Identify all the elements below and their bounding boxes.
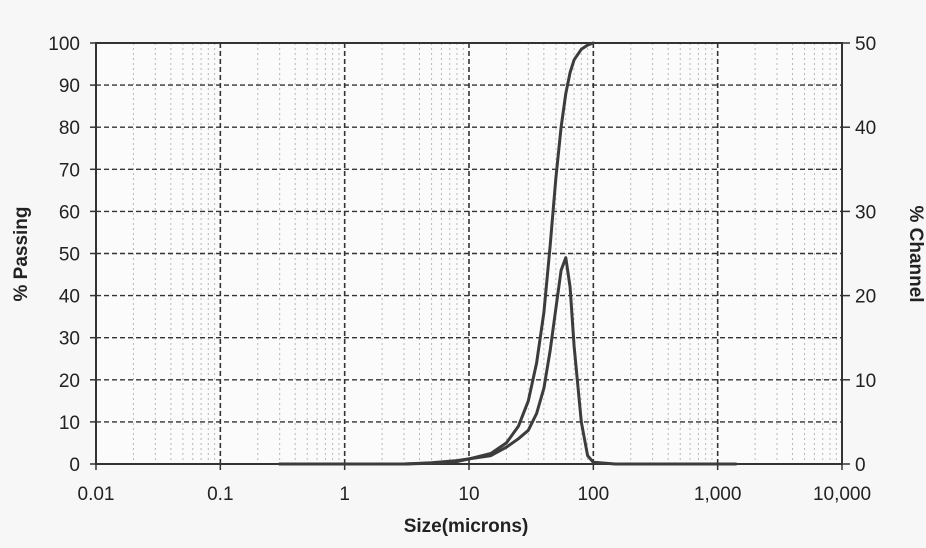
series-line-channel — [278, 256, 738, 466]
y-right-tick-label: 20 — [855, 287, 876, 308]
y-left-tick-label: 80 — [59, 118, 80, 139]
x-tick-label: 0.01 — [78, 484, 115, 505]
y-axis-left-title: % Passing — [11, 206, 32, 301]
y-left-tick-label: 20 — [59, 371, 80, 392]
y-left-tick-label: 60 — [59, 202, 80, 223]
y-left-tick-label: 90 — [59, 76, 80, 97]
y-right-tick-label: 40 — [855, 118, 876, 139]
y-left-tick-label: 10 — [59, 413, 80, 434]
x-tick-label: 1,000 — [694, 484, 742, 505]
y-right-tick-label: 0 — [855, 455, 866, 476]
y-left-tick-label: 100 — [48, 34, 80, 55]
x-tick-label: 10,000 — [813, 484, 871, 505]
y-right-tick-label: 10 — [855, 371, 876, 392]
y-right-tick-label: 30 — [855, 202, 876, 223]
x-tick-label: 10 — [458, 484, 479, 505]
y-left-tick-label: 0 — [69, 455, 80, 476]
y-axis-right-title: % Channel — [905, 205, 926, 302]
x-axis-title: Size(microns) — [404, 516, 529, 537]
y-left-tick-label: 50 — [59, 245, 80, 266]
x-tick-label: 100 — [577, 484, 609, 505]
grid-layer — [95, 42, 843, 465]
y-left-tick-label: 40 — [59, 287, 80, 308]
y-left-tick-label: 70 — [59, 160, 80, 181]
x-tick-label: 0.1 — [207, 484, 233, 505]
y-left-tick-label: 30 — [59, 329, 80, 350]
tick-layer: 0.01 0.1 1 10 100 1,000 10,0000102030405060708… — [48, 34, 876, 505]
series-layer — [278, 41, 738, 466]
y-right-tick-label: 50 — [855, 34, 876, 55]
x-tick-label: 1 — [339, 484, 350, 505]
